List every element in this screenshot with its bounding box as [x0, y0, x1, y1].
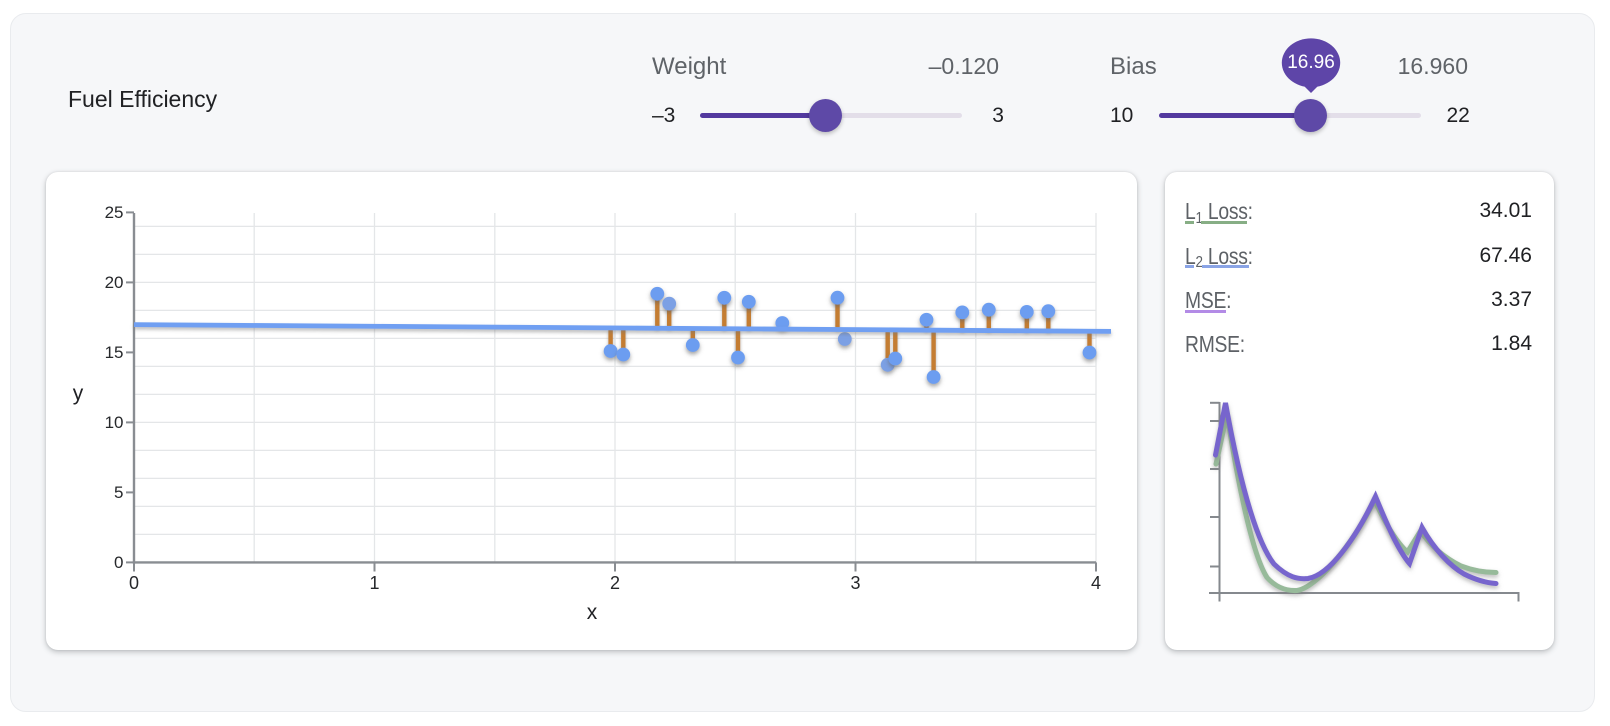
- svg-text:y: y: [73, 382, 84, 405]
- svg-text:1: 1: [369, 573, 379, 593]
- svg-text:10: 10: [105, 413, 124, 432]
- svg-text:3: 3: [850, 573, 860, 593]
- svg-text:20: 20: [105, 273, 124, 292]
- svg-text:0: 0: [129, 573, 139, 593]
- svg-text:15: 15: [105, 343, 124, 362]
- svg-text:16.96: 16.96: [1287, 52, 1335, 73]
- svg-text:25: 25: [105, 203, 124, 222]
- svg-text:2: 2: [610, 573, 620, 593]
- svg-text:4: 4: [1091, 573, 1101, 593]
- svg-text:0: 0: [114, 553, 123, 572]
- svg-text:5: 5: [114, 483, 123, 502]
- svg-text:x: x: [587, 601, 598, 624]
